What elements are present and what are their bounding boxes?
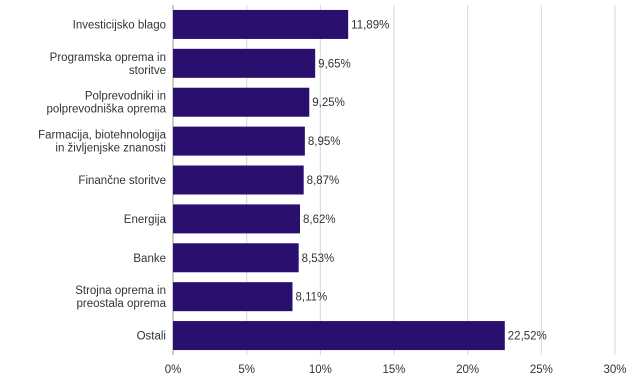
bar [173, 321, 505, 351]
data-label: 11,89% [351, 19, 389, 31]
bar [173, 126, 305, 156]
bar [173, 48, 316, 78]
category-label: Programska oprema in storitve [50, 52, 166, 77]
data-label: 8,87% [307, 175, 340, 187]
data-label: 9,25% [312, 97, 345, 109]
x-tick-label: 0% [165, 364, 182, 376]
x-tick-label: 15% [382, 364, 405, 376]
data-label: 22,52% [508, 331, 547, 343]
x-tick-label: 5% [238, 364, 255, 376]
bars [173, 9, 505, 351]
bar [173, 243, 299, 273]
x-axis-ticks: 0% 5% 10% 15% 20% 25% 30% [165, 364, 627, 376]
data-label: 8,95% [308, 136, 341, 148]
category-label: Ostali [137, 331, 166, 343]
category-label: Banke [133, 253, 166, 265]
category-label: Finančne storitve [78, 175, 166, 187]
category-labels: Investicijsko blago Programska oprema in s… [38, 19, 166, 342]
x-tick-label: 10% [309, 364, 332, 376]
data-label: 8,53% [302, 253, 335, 265]
data-label: 8,62% [303, 214, 336, 226]
category-label: Investicijsko blago [73, 19, 166, 31]
data-label: 9,65% [318, 58, 351, 70]
category-label: Energija [124, 214, 167, 226]
x-tick-label: 25% [530, 364, 553, 376]
x-tick-label: 30% [603, 364, 626, 376]
x-tick-label: 20% [456, 364, 479, 376]
bar [173, 282, 293, 312]
bar [173, 9, 349, 39]
category-label: Farmacija, biotehnologija in življenjske … [38, 130, 166, 155]
value-labels: 11,89% 9,65% 9,25% 8,95% 8,87% 8,62% 8,53% 8,11… [295, 19, 546, 342]
data-label: 8,11% [295, 292, 327, 304]
category-label: Strojna oprema in preostala oprema [75, 285, 166, 310]
bar [173, 204, 301, 234]
category-label: Polprevodniki in polprevodniška oprema [46, 91, 166, 116]
bar [173, 165, 304, 195]
bar [173, 87, 310, 117]
